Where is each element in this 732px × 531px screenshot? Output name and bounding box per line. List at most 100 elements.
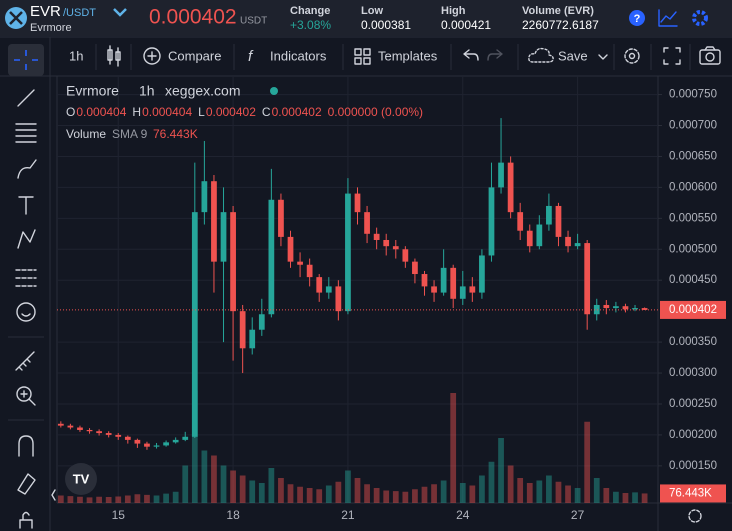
help-button[interactable]	[629, 10, 645, 26]
volume-bar	[153, 495, 160, 503]
volume-bar	[603, 488, 610, 503]
ohlc-key: L	[198, 105, 205, 119]
last-price-label: 0.000402	[669, 304, 717, 316]
volume-bar	[364, 484, 370, 503]
volume-bar	[163, 493, 169, 503]
crosshair-active[interactable]	[8, 44, 44, 76]
candle-body	[392, 246, 399, 250]
templates-icon[interactable]	[354, 48, 371, 65]
volume-bar	[115, 496, 122, 503]
interval-button[interactable]: 1h	[69, 48, 83, 63]
volume-bar	[641, 493, 648, 503]
volume-bar	[211, 455, 217, 503]
candle-body	[96, 431, 102, 434]
settings-button[interactable]	[692, 10, 708, 26]
save-button[interactable]: Save	[558, 48, 588, 63]
fullscreen-button[interactable]	[663, 47, 681, 65]
symbol[interactable]: EVR	[30, 3, 61, 20]
text-tool[interactable]	[18, 196, 34, 215]
candle-body	[335, 286, 342, 312]
y-tick-label: 0.000300	[669, 367, 717, 379]
ruler-tool[interactable]	[15, 351, 35, 371]
pattern-tool[interactable]	[17, 229, 36, 249]
volume-bar	[287, 484, 294, 503]
redo-button[interactable]	[487, 49, 503, 61]
candle-body	[86, 429, 93, 432]
chart-button[interactable]	[658, 9, 678, 27]
volume-bar	[201, 450, 208, 503]
candle-body	[641, 308, 648, 310]
volume-bar	[584, 421, 591, 503]
stat-label: Volume (EVR)	[522, 5, 594, 17]
compare-icon[interactable]	[143, 47, 161, 65]
trend-line-tool[interactable]	[17, 89, 35, 107]
candle-body	[278, 199, 284, 237]
candle-body	[134, 439, 141, 444]
y-tick-label: 0.000550	[669, 212, 717, 224]
candle-body	[421, 274, 428, 287]
candle-body	[153, 445, 160, 447]
header-bar	[0, 0, 732, 36]
undo-button[interactable]	[463, 49, 479, 61]
candle-body	[479, 255, 485, 293]
save-icon[interactable]	[528, 47, 554, 63]
prediction-tool[interactable]	[15, 269, 37, 287]
lock-draw-tool[interactable]	[17, 473, 36, 495]
ohlc-value: 0.000402	[206, 105, 256, 119]
quote[interactable]: /USDT	[63, 7, 96, 19]
x-tick-label: 24	[456, 508, 470, 522]
tv-logo[interactable]	[65, 463, 97, 495]
candle-body	[163, 442, 169, 446]
lock-tool[interactable]	[19, 511, 33, 529]
price-unit: USDT	[240, 16, 267, 27]
volume-bar	[536, 480, 543, 503]
candle-body	[67, 425, 74, 428]
emoji-tool[interactable]	[16, 302, 36, 322]
volume-bar	[105, 497, 112, 503]
indicators-button[interactable]: Indicators	[270, 48, 327, 63]
templates-button[interactable]: Templates	[378, 48, 438, 63]
candle-body	[373, 233, 380, 240]
volume-bar	[479, 475, 485, 503]
candle-body	[507, 162, 514, 213]
symbol-dropdown[interactable]	[113, 8, 127, 17]
candle-body	[613, 306, 619, 309]
magnet-tool[interactable]	[18, 435, 34, 457]
time-axis-settings[interactable]	[688, 509, 702, 523]
brush-tool[interactable]	[17, 159, 37, 179]
volume-bar	[517, 478, 524, 503]
fib-tool[interactable]	[15, 123, 37, 143]
candle-body	[297, 261, 303, 265]
legend-source: xeggex.com	[165, 83, 240, 99]
volume-bar	[172, 491, 179, 503]
y-tick-label: 0.000650	[669, 150, 717, 162]
volume-bar	[507, 465, 514, 503]
collapse-toolbar[interactable]	[51, 489, 56, 501]
candle-body	[57, 423, 64, 426]
chart-settings-button[interactable]	[624, 48, 640, 64]
candles	[57, 118, 648, 450]
save-dropdown[interactable]	[598, 54, 608, 60]
stat-label: Change	[290, 5, 330, 17]
candle-body	[498, 162, 504, 188]
zoom-tool[interactable]	[16, 386, 32, 402]
chart-type-button[interactable]	[107, 45, 121, 67]
candle-body	[364, 212, 370, 234]
ohlc-value: 0.000404	[76, 105, 126, 119]
candle-body	[555, 205, 562, 237]
volume-legend-indicator: SMA 9	[112, 127, 148, 141]
volume-bar	[345, 470, 351, 503]
y-tick-label: 0.000200	[669, 429, 717, 441]
symbol-name: Evrmore	[30, 22, 72, 34]
zoom-icon	[20, 390, 36, 406]
volume-bar	[412, 489, 418, 503]
candle-body	[584, 243, 591, 315]
stat-value: 0.000421	[441, 18, 491, 32]
snapshot-button[interactable]	[699, 46, 721, 65]
volume-bar	[182, 465, 189, 503]
volume-label-box	[660, 484, 726, 503]
volume-bar	[402, 491, 409, 503]
candle-body	[354, 193, 361, 213]
indicators-icon[interactable]: f	[248, 48, 254, 65]
compare-button[interactable]: Compare	[168, 48, 221, 63]
